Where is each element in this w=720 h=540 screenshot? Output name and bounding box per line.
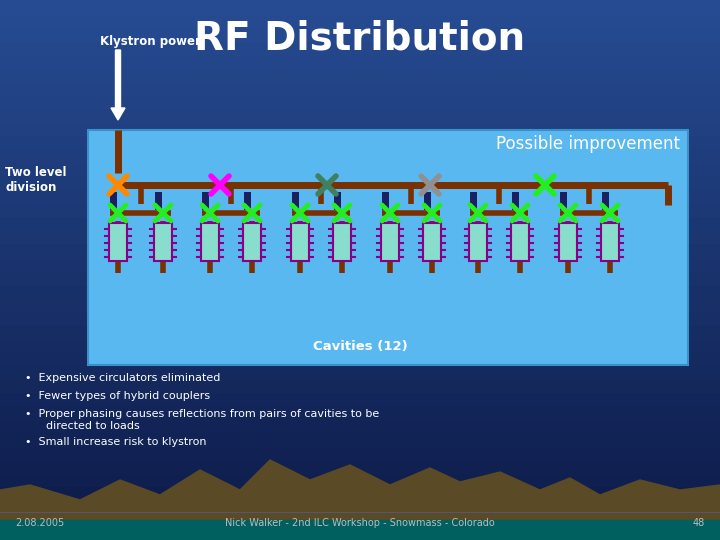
Bar (559, 223, 577, 261)
Bar (110, 192, 117, 210)
Polygon shape (0, 68, 720, 81)
Polygon shape (0, 513, 720, 526)
Text: Possible improvement: Possible improvement (496, 135, 680, 153)
Bar (424, 192, 431, 210)
FancyArrow shape (111, 50, 125, 120)
Polygon shape (0, 243, 720, 256)
Polygon shape (0, 122, 720, 135)
Polygon shape (0, 189, 720, 202)
Polygon shape (0, 520, 720, 540)
Polygon shape (0, 392, 720, 405)
Bar (382, 192, 389, 210)
Bar (560, 192, 567, 210)
Polygon shape (0, 81, 720, 94)
Polygon shape (0, 14, 720, 27)
Polygon shape (0, 500, 720, 513)
Bar (469, 223, 487, 261)
Bar (154, 223, 172, 261)
Text: Two level
division: Two level division (5, 166, 66, 194)
Polygon shape (0, 148, 720, 162)
Polygon shape (0, 378, 720, 392)
Polygon shape (0, 162, 720, 176)
Polygon shape (0, 310, 720, 324)
Polygon shape (0, 460, 720, 540)
Polygon shape (0, 405, 720, 418)
Bar (333, 223, 351, 261)
Polygon shape (0, 216, 720, 229)
Polygon shape (0, 486, 720, 500)
Bar (511, 223, 529, 261)
Text: •  Small increase risk to klystron: • Small increase risk to klystron (25, 437, 207, 447)
Text: 2.08.2005: 2.08.2005 (15, 518, 64, 528)
Polygon shape (0, 230, 720, 243)
Text: Nick Walker - 2nd ILC Workshop - Snowmass - Colorado: Nick Walker - 2nd ILC Workshop - Snowmas… (225, 518, 495, 528)
Text: 48: 48 (693, 518, 705, 528)
Bar (109, 223, 127, 261)
Bar (292, 192, 299, 210)
Polygon shape (0, 284, 720, 297)
Bar (291, 223, 309, 261)
Bar (381, 223, 399, 261)
Polygon shape (0, 54, 720, 68)
Bar (423, 223, 441, 261)
Text: •  Proper phasing causes reflections from pairs of cavities to be
      directed: • Proper phasing causes reflections from… (25, 409, 379, 430)
Polygon shape (0, 27, 720, 40)
Bar (201, 223, 219, 261)
Polygon shape (0, 364, 720, 378)
Polygon shape (0, 256, 720, 270)
Polygon shape (0, 472, 720, 486)
Bar (155, 192, 162, 210)
Polygon shape (0, 108, 720, 122)
Bar (243, 223, 261, 261)
Polygon shape (0, 418, 720, 432)
Polygon shape (0, 202, 720, 216)
Polygon shape (0, 459, 720, 472)
Polygon shape (0, 432, 720, 445)
Bar (601, 223, 619, 261)
Bar (512, 192, 519, 210)
Bar (244, 192, 251, 210)
Polygon shape (0, 446, 720, 459)
Bar (602, 192, 609, 210)
Polygon shape (0, 40, 720, 54)
Text: Klystron power: Klystron power (100, 35, 201, 48)
Bar (202, 192, 209, 210)
Polygon shape (0, 135, 720, 148)
Polygon shape (0, 94, 720, 108)
Bar (470, 192, 477, 210)
Text: •  Expensive circulators eliminated: • Expensive circulators eliminated (25, 373, 220, 383)
Text: Cavities (12): Cavities (12) (312, 340, 408, 353)
Polygon shape (0, 297, 720, 310)
Polygon shape (0, 526, 720, 540)
Polygon shape (0, 324, 720, 338)
Text: RF Distribution: RF Distribution (194, 20, 526, 58)
Bar (334, 192, 341, 210)
Bar (88, 130, 688, 365)
Polygon shape (0, 270, 720, 284)
Polygon shape (0, 0, 720, 14)
Text: •  Fewer types of hybrid couplers: • Fewer types of hybrid couplers (25, 391, 210, 401)
Polygon shape (0, 338, 720, 351)
Polygon shape (0, 351, 720, 364)
Polygon shape (0, 176, 720, 189)
